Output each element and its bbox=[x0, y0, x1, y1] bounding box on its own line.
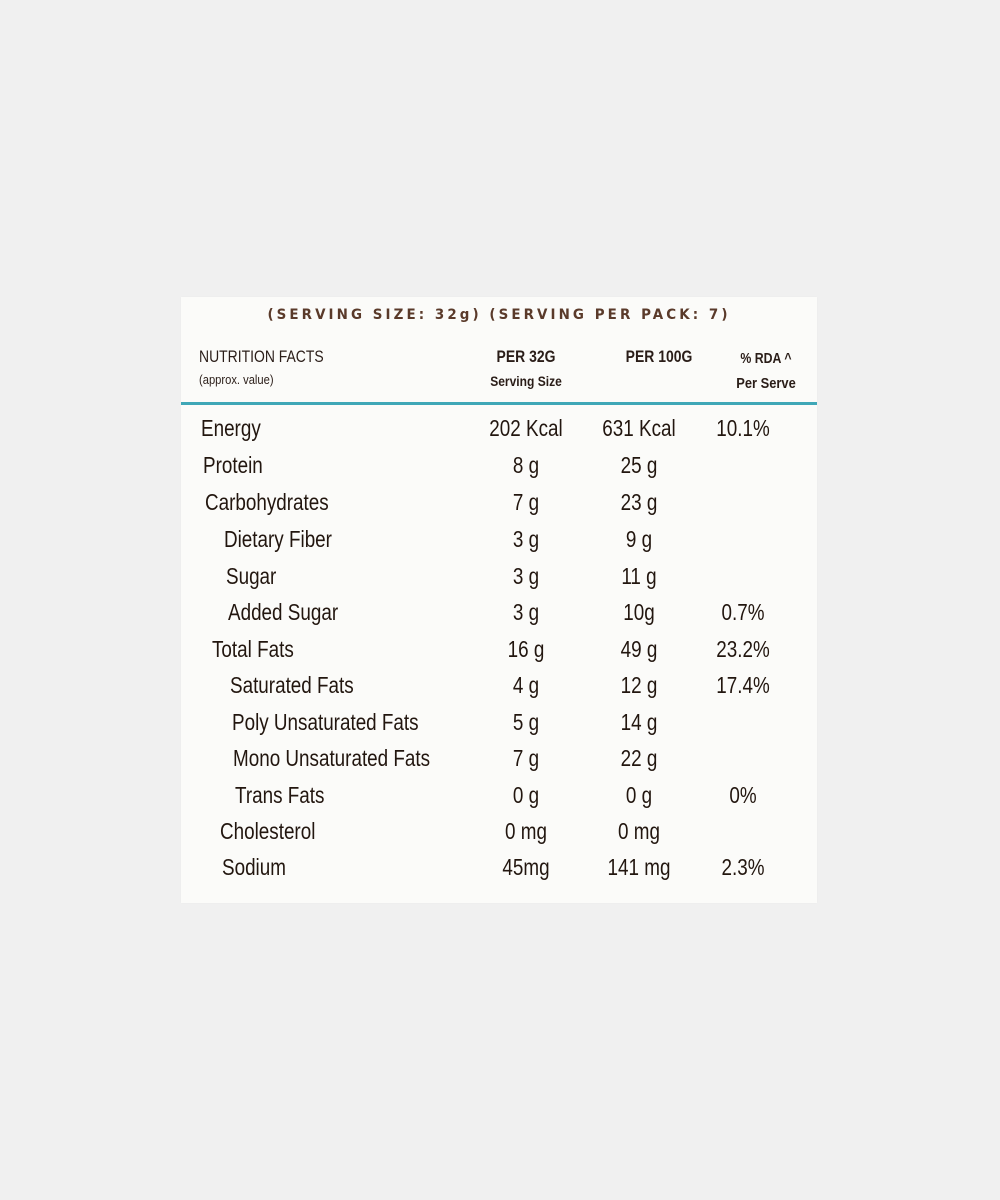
per32-value: 4 g bbox=[512, 672, 540, 698]
nutrient-name: Trans Fats bbox=[235, 782, 325, 808]
per100-value: 14 g bbox=[620, 709, 658, 735]
nutrient-name: Carbohydrates bbox=[205, 489, 329, 515]
per100-value: 0 g bbox=[625, 782, 653, 808]
per100-value: 23 g bbox=[620, 489, 658, 515]
rda-heading: % RDA ^ bbox=[740, 350, 792, 367]
per32-value: 16 g bbox=[507, 636, 545, 662]
table-row: Trans Fats 0 g 0 g 0% bbox=[181, 782, 817, 812]
per32-value: 5 g bbox=[512, 709, 540, 735]
per32-value: 7 g bbox=[512, 745, 540, 771]
nutrient-name: Dietary Fiber bbox=[224, 526, 332, 552]
per100-value: 12 g bbox=[620, 672, 658, 698]
rda-value: 0.7% bbox=[721, 599, 765, 625]
nutrient-name: Sugar bbox=[226, 563, 277, 589]
per32-heading: PER 32G bbox=[496, 347, 556, 366]
rda-value: 0% bbox=[729, 782, 757, 808]
column-header-per100: PER 100G bbox=[599, 347, 719, 367]
table-row: Added Sugar 3 g 10g 0.7% bbox=[181, 599, 817, 629]
column-header-rda: % RDA ^ Per Serve bbox=[721, 350, 811, 392]
table-row: Sodium 45mg 141 mg 2.3% bbox=[181, 854, 817, 884]
per32-value: 0 mg bbox=[505, 818, 547, 844]
approx-value-note: (approx. value) bbox=[199, 372, 274, 387]
column-header-per32: PER 32G Serving Size bbox=[461, 347, 591, 389]
per100-value: 11 g bbox=[621, 563, 657, 589]
table-row: Poly Unsaturated Fats 5 g 14 g bbox=[181, 709, 817, 739]
per32-value: 7 g bbox=[512, 489, 540, 515]
per100-value: 49 g bbox=[620, 636, 658, 662]
table-row: Carbohydrates 7 g 23 g bbox=[181, 489, 817, 519]
nutrient-name: Added Sugar bbox=[228, 599, 339, 625]
rda-value: 10.1% bbox=[716, 415, 770, 441]
nutrient-name: Saturated Fats bbox=[230, 672, 354, 698]
per100-value: 141 mg bbox=[607, 854, 671, 880]
per100-heading: PER 100G bbox=[625, 347, 693, 366]
table-row: Sugar 3 g 11 g bbox=[181, 563, 817, 593]
serving-size-subheading: Serving Size bbox=[490, 373, 562, 389]
per100-value: 9 g bbox=[625, 526, 653, 552]
table-row: Dietary Fiber 3 g 9 g bbox=[181, 526, 817, 556]
table-row: Mono Unsaturated Fats 7 g 22 g bbox=[181, 745, 817, 775]
per32-value: 202 Kcal bbox=[489, 415, 563, 441]
nutrient-name: Cholesterol bbox=[220, 818, 316, 844]
nutrient-name: Sodium bbox=[222, 854, 286, 880]
per32-value: 45mg bbox=[502, 854, 550, 880]
per100-value: 10g bbox=[623, 599, 655, 625]
per100-value: 25 g bbox=[620, 452, 658, 478]
rda-value: 2.3% bbox=[721, 854, 765, 880]
per32-value: 3 g bbox=[512, 599, 540, 625]
table-row: Total Fats 16 g 49 g 23.2% bbox=[181, 636, 817, 666]
nutrition-label: (SERVING SIZE: 32g) (SERVING PER PACK: 7… bbox=[181, 297, 817, 903]
per32-value: 3 g bbox=[512, 526, 540, 552]
rda-value: 23.2% bbox=[716, 636, 770, 662]
nutrition-facts-heading: NUTRITION FACTS bbox=[199, 347, 324, 366]
per100-value: 0 mg bbox=[618, 818, 660, 844]
per32-value: 0 g bbox=[512, 782, 540, 808]
rda-value: 17.4% bbox=[716, 672, 770, 698]
nutrient-name: Energy bbox=[201, 415, 261, 441]
header-divider bbox=[181, 402, 817, 405]
table-row: Protein 8 g 25 g bbox=[181, 452, 817, 482]
per-serve-subheading: Per Serve bbox=[736, 375, 796, 392]
nutrient-name: Mono Unsaturated Fats bbox=[233, 745, 431, 771]
table-row: Cholesterol 0 mg 0 mg bbox=[181, 818, 817, 848]
per32-value: 3 g bbox=[512, 563, 540, 589]
column-header-nutrition: NUTRITION FACTS (approx. value) bbox=[199, 347, 399, 387]
nutrient-name: Protein bbox=[203, 452, 263, 478]
table-row: Saturated Fats 4 g 12 g 17.4% bbox=[181, 672, 817, 702]
nutrient-name: Total Fats bbox=[212, 636, 294, 662]
per32-value: 8 g bbox=[512, 452, 540, 478]
table-row: Energy 202 Kcal 631 Kcal 10.1% bbox=[181, 415, 817, 445]
per100-value: 631 Kcal bbox=[602, 415, 676, 441]
serving-info: (SERVING SIZE: 32g) (SERVING PER PACK: 7… bbox=[267, 307, 731, 323]
per100-value: 22 g bbox=[620, 745, 658, 771]
nutrient-name: Poly Unsaturated Fats bbox=[232, 709, 419, 735]
